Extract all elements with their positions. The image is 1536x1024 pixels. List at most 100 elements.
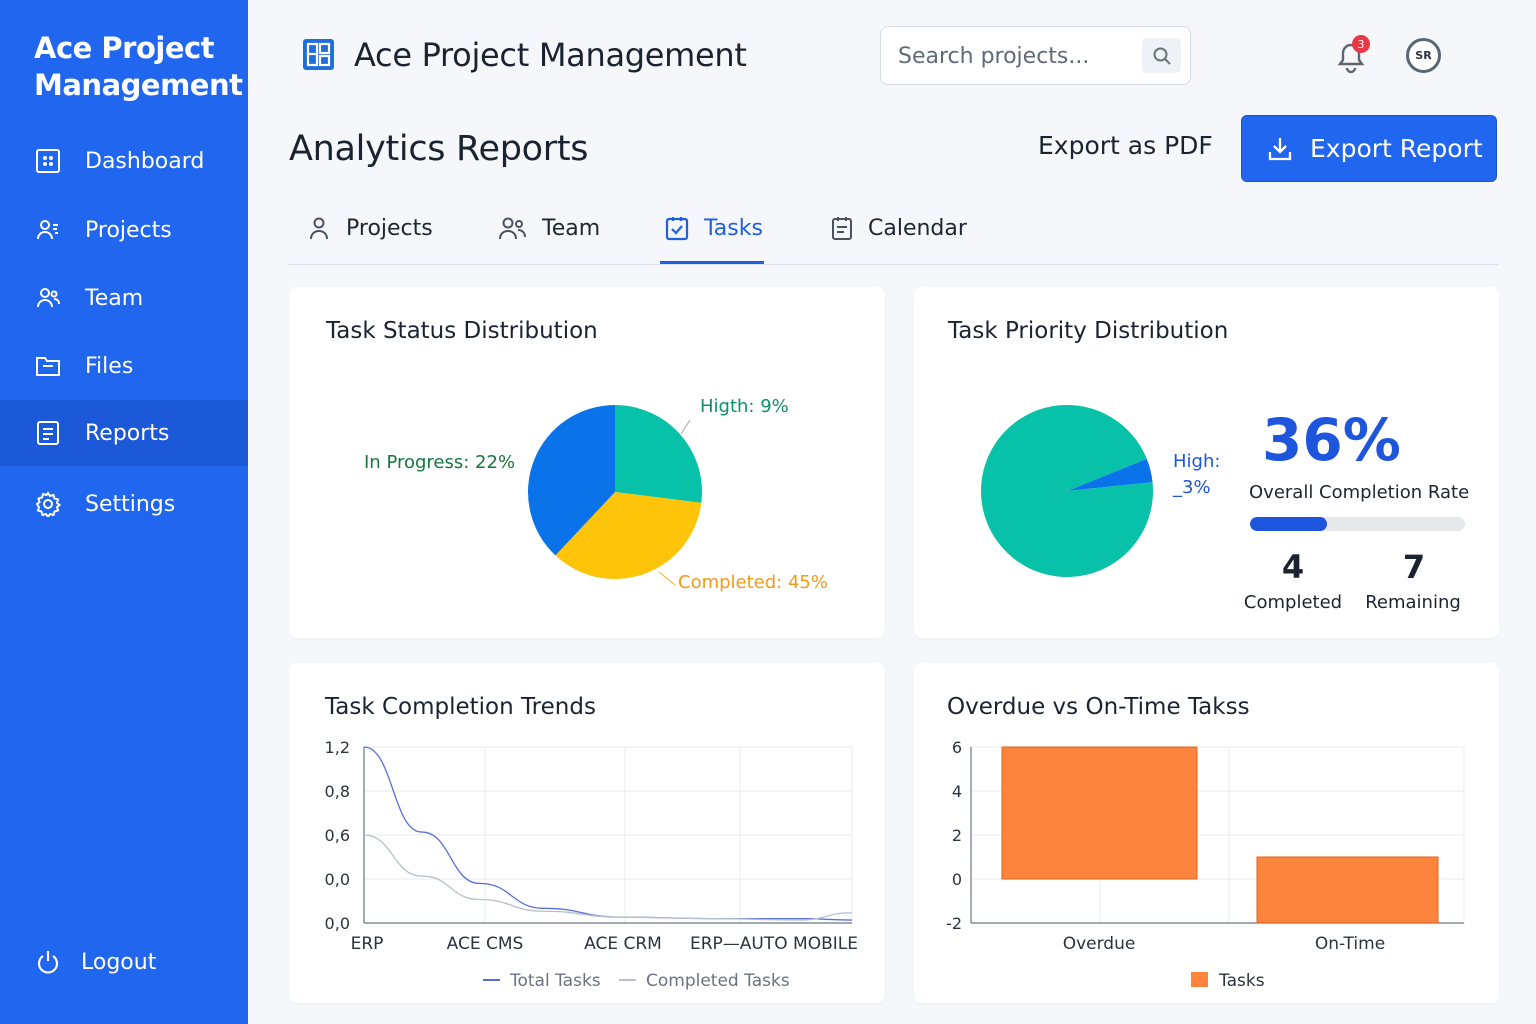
- tab-team[interactable]: Team: [497, 208, 600, 248]
- pie-label-high: Higth: 9%: [700, 396, 789, 417]
- pie-slice-high: [1067, 458, 1153, 491]
- pie-label-in-progress: In Progress: 22%: [364, 452, 516, 473]
- pie-label-completed: Completed: 45%: [678, 572, 828, 593]
- reports-icon: [34, 419, 62, 447]
- dashboard-icon: [34, 147, 62, 175]
- sidebar-item-files[interactable]: Files: [0, 333, 248, 399]
- y-tick-label: 0,0: [325, 914, 350, 933]
- sidebar-item-label: Files: [85, 353, 134, 379]
- sidebar-item-team[interactable]: Team: [0, 265, 248, 331]
- completion-rate-label: Overall Completion Rate: [1249, 482, 1470, 503]
- power-icon: [34, 948, 62, 976]
- export-report-label: Export Report: [1310, 134, 1483, 163]
- y-tick-label: 0: [952, 870, 962, 889]
- y-tick-label: 2: [952, 826, 962, 845]
- x-tick-label: ERP: [351, 934, 384, 954]
- overdue-chart: 6 4 2 0 -2 Overdue On-Time Tasks: [946, 738, 1465, 991]
- pie-leader-lines: [658, 419, 691, 586]
- calendar-icon: [832, 217, 852, 240]
- person-icon: [310, 217, 328, 240]
- priority-label-high-value: _3%: [1173, 477, 1211, 498]
- y-tick-label: -2: [946, 914, 962, 933]
- completed-label: Completed: [1243, 592, 1343, 613]
- team-icon: [34, 284, 62, 312]
- sidebar-item-label: Team: [85, 285, 144, 311]
- pie-slice-in-progress: [528, 405, 615, 556]
- sidebar: Ace Project Management Dashboard Project…: [0, 0, 248, 1024]
- bar-overdue: [1001, 746, 1198, 880]
- folder-icon: [34, 352, 62, 380]
- y-tick-label: 0,0: [325, 870, 350, 889]
- tab-tasks[interactable]: Tasks: [664, 208, 763, 248]
- y-tick-label: 1,2: [325, 738, 350, 757]
- page-title: Analytics Reports: [289, 129, 589, 169]
- sidebar-item-label: Reports: [85, 420, 170, 446]
- task-priority-pie: [981, 404, 1153, 577]
- task-trends-title: Task Completion Trends: [325, 694, 596, 720]
- x-tick-label: Overdue: [1063, 934, 1136, 954]
- sidebar-item-label: Dashboard: [85, 148, 205, 174]
- task-trends-card: [289, 663, 885, 1003]
- tab-label: Tasks: [704, 215, 763, 241]
- sidebar-item-projects[interactable]: Projects: [0, 197, 248, 263]
- legend-label: Total Tasks: [509, 971, 601, 991]
- sidebar-item-reports[interactable]: Reports: [0, 400, 248, 466]
- tabs-divider: [289, 264, 1498, 265]
- notification-badge: 3: [1352, 35, 1370, 53]
- leader-line-completed: [658, 571, 676, 586]
- bar-on-time: [1256, 856, 1439, 924]
- sidebar-item-label: Settings: [85, 491, 176, 517]
- tab-label: Calendar: [868, 215, 967, 241]
- app-title: Ace Project Management: [354, 36, 747, 74]
- legend-label: Completed Tasks: [646, 971, 790, 991]
- x-tick-label: ACE CRM: [584, 934, 662, 954]
- active-tab-indicator: [660, 261, 764, 264]
- export-report-button[interactable]: Export Report: [1241, 115, 1497, 182]
- x-tick-label: ACE CMS: [447, 934, 524, 954]
- app-logo-icon: [303, 39, 334, 70]
- completed-count: 4: [1281, 548, 1305, 586]
- x-tick-label: ERP—AUTO MOBILE: [690, 934, 858, 954]
- legend-swatch: [1191, 972, 1208, 987]
- search-button[interactable]: [1142, 38, 1181, 73]
- y-tick-label: 6: [952, 738, 962, 757]
- completion-progress-fill: [1250, 517, 1328, 531]
- team-icon: [499, 217, 526, 240]
- tab-calendar[interactable]: Calendar: [830, 208, 967, 248]
- task-priority-title: Task Priority Distribution: [948, 318, 1229, 344]
- completion-progress-bar: [1250, 517, 1465, 531]
- task-check-icon: [665, 217, 689, 241]
- task-status-title: Task Status Distribution: [326, 318, 598, 344]
- legend-label: Tasks: [1218, 971, 1265, 991]
- sidebar-item-settings[interactable]: Settings: [0, 471, 248, 537]
- logout-button[interactable]: Logout: [34, 948, 156, 976]
- sidebar-item-label: Projects: [85, 217, 172, 243]
- search-icon: [1153, 47, 1171, 65]
- tab-projects[interactable]: Projects: [306, 208, 433, 248]
- pie-slice-other: [981, 404, 1153, 577]
- series-line-total-tasks: [363, 746, 853, 921]
- overdue-title: Overdue vs On-Time Takss: [947, 694, 1250, 720]
- x-tick-label: On-Time: [1315, 934, 1385, 954]
- priority-label-high: High:: [1173, 451, 1221, 472]
- y-tick-label: 0,6: [325, 826, 350, 845]
- series-line-completed-tasks: [363, 834, 853, 921]
- avatar[interactable]: SR: [1406, 38, 1441, 73]
- gear-icon: [34, 490, 62, 518]
- tab-label: Team: [542, 215, 601, 241]
- search-box: [880, 26, 1191, 85]
- sidebar-item-dashboard[interactable]: Dashboard: [0, 128, 248, 194]
- projects-icon: [34, 216, 62, 244]
- search-input[interactable]: [898, 40, 1138, 72]
- remaining-label: Remaining: [1365, 592, 1461, 613]
- task-status-pie: [528, 405, 702, 579]
- tab-label: Projects: [346, 215, 433, 241]
- remaining-count: 7: [1402, 548, 1426, 586]
- y-tick-label: 0,8: [325, 782, 350, 801]
- sidebar-brand: Ace Project Management: [34, 31, 243, 102]
- export-pdf-link[interactable]: Export as PDF: [1038, 131, 1213, 160]
- pie-slice-completed: [555, 492, 702, 579]
- y-tick-label: 4: [952, 782, 962, 801]
- completion-rate-value: 36%: [1262, 406, 1401, 474]
